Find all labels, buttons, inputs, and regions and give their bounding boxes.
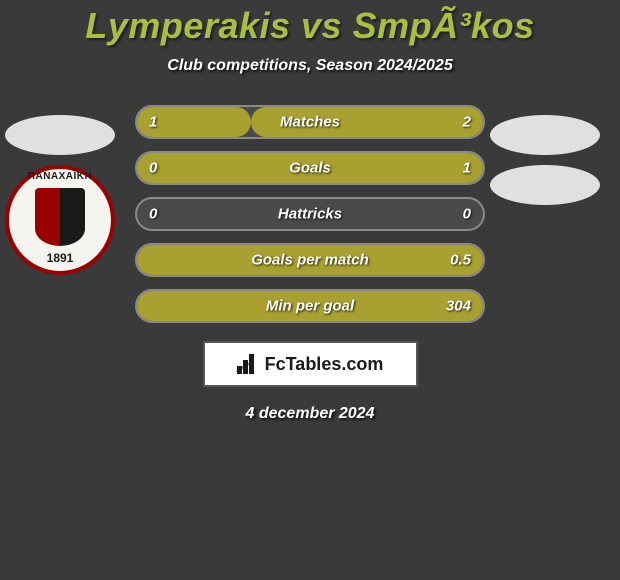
stat-bar: 0 1 Goals — [135, 151, 485, 185]
stat-bar: 304 Min per goal — [135, 289, 485, 323]
right-player-placeholder-icon — [490, 115, 600, 155]
stat-right-value: 304 — [446, 298, 471, 315]
right-player-column — [490, 115, 600, 215]
stat-label: Goals per match — [251, 252, 369, 269]
stat-bar: 1 2 Matches — [135, 105, 485, 139]
left-club-crest: ΠΑΝΑΧΑΪΚΗ 1891 — [5, 165, 115, 275]
left-player-placeholder-icon — [5, 115, 115, 155]
right-club-placeholder-icon — [490, 165, 600, 205]
snapshot-date: 4 december 2024 — [0, 405, 620, 423]
comparison-title: Lymperakis vs SmpÃ³kos — [0, 5, 620, 47]
crest-year: 1891 — [47, 251, 74, 265]
stat-label: Goals — [289, 160, 331, 177]
comparison-subtitle: Club competitions, Season 2024/2025 — [0, 57, 620, 75]
bar-chart-icon — [237, 354, 261, 374]
left-player-column: ΠΑΝΑΧΑΪΚΗ 1891 — [5, 115, 115, 275]
stat-left-value: 1 — [149, 114, 157, 131]
brand-box: FcTables.com — [203, 341, 418, 387]
crest-shield-icon — [35, 188, 85, 246]
stat-label: Min per goal — [266, 298, 354, 315]
stat-bar: 0 0 Hattricks — [135, 197, 485, 231]
stat-right-value: 0.5 — [450, 252, 471, 269]
stat-right-value: 0 — [463, 206, 471, 223]
stat-left-value: 0 — [149, 206, 157, 223]
stat-bars: 1 2 Matches 0 1 Goals 0 0 Hattricks 0.5 Goals per … — [135, 105, 485, 323]
stat-label: Hattricks — [278, 206, 342, 223]
crest-top-text: ΠΑΝΑΧΑΪΚΗ — [28, 171, 93, 182]
stat-label: Matches — [280, 114, 340, 131]
stat-bar: 0.5 Goals per match — [135, 243, 485, 277]
stat-right-value: 1 — [463, 160, 471, 177]
stat-right-value: 2 — [463, 114, 471, 131]
brand-text: FcTables.com — [265, 354, 384, 375]
stat-left-value: 0 — [149, 160, 157, 177]
